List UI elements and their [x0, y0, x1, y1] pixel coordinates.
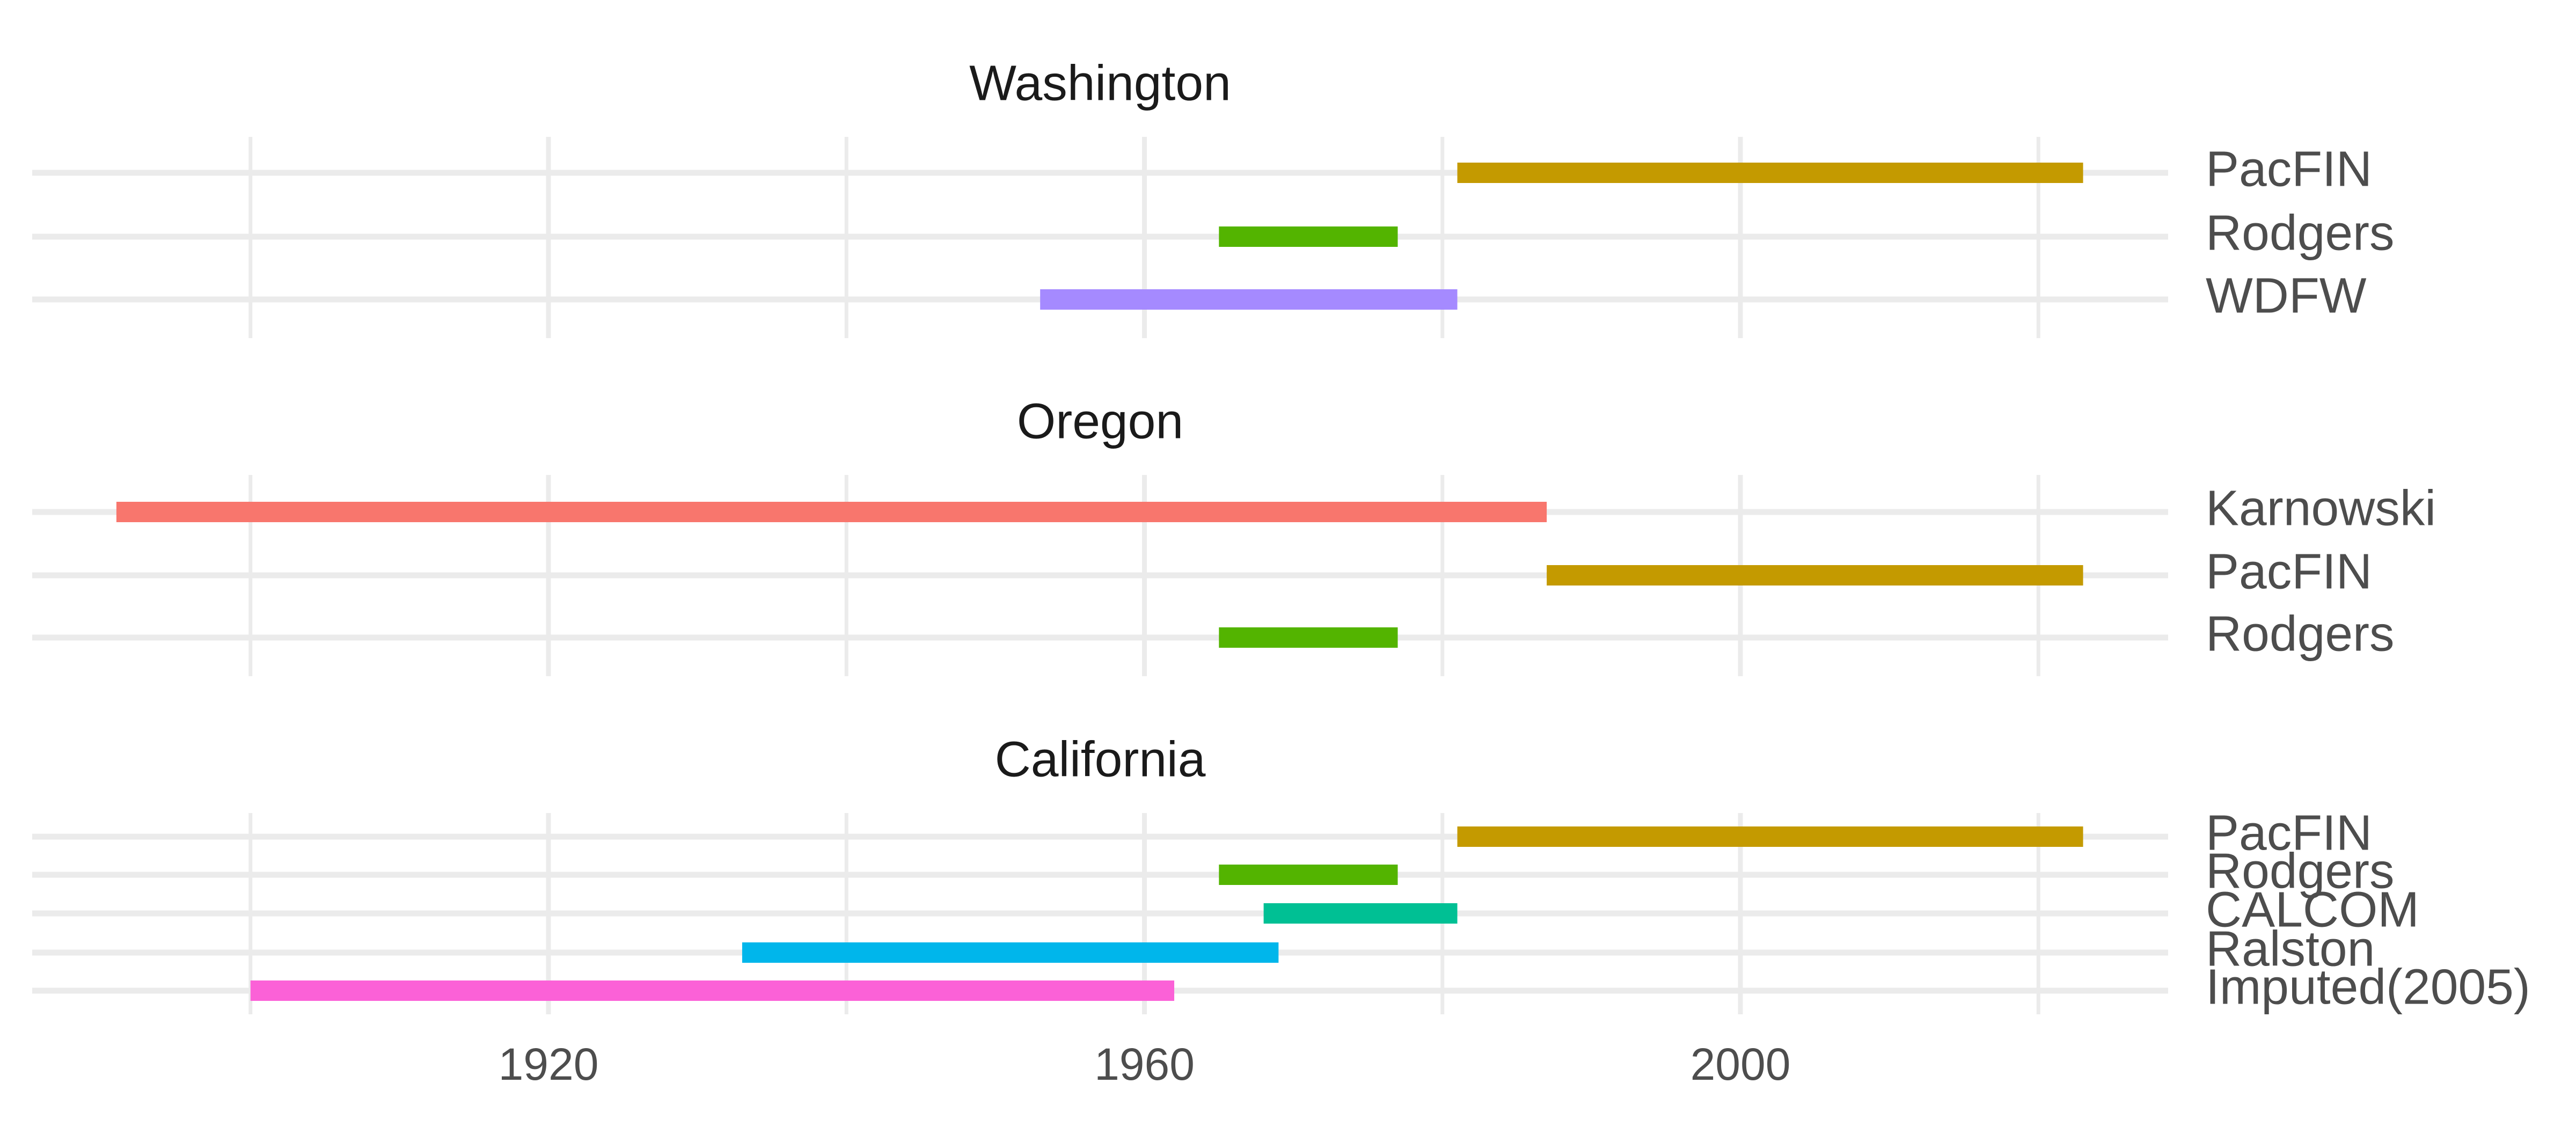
range-bar-imputed-2005-	[250, 980, 1175, 1001]
x-tick-label: 1920	[499, 1039, 599, 1089]
y-tick-label: WDFW	[2206, 268, 2367, 324]
range-bar-calcom	[1263, 903, 1458, 924]
y-tick-label: Ralston	[2206, 921, 2375, 977]
y-tick-label: PacFIN	[2206, 544, 2372, 599]
y-tick-label: PacFIN	[2206, 805, 2372, 861]
range-bar-rodgers	[1219, 627, 1398, 648]
y-tick-label: CALCOM	[2206, 882, 2419, 938]
range-bar-pacfin	[1457, 163, 2083, 183]
range-bar-rodgers	[1219, 226, 1398, 247]
y-tick-label: Rodgers	[2206, 205, 2395, 261]
y-tick-label: Karnowski	[2206, 480, 2436, 536]
range-bar-pacfin	[1547, 565, 2083, 586]
range-bar-wdfw	[1040, 289, 1458, 310]
range-bar-rodgers	[1219, 865, 1398, 885]
x-tick-label: 2000	[1690, 1039, 1791, 1089]
range-bar-ralston	[742, 942, 1279, 963]
y-tick-label: Rodgers	[2206, 606, 2395, 662]
facet-title: California	[995, 731, 1206, 787]
x-tick-label: 1960	[1094, 1039, 1195, 1089]
y-tick-label: Rodgers	[2206, 843, 2395, 899]
y-tick-label: PacFIN	[2206, 141, 2372, 197]
y-tick-label: Imputed(2005)	[2206, 959, 2530, 1015]
facet-title: Washington	[969, 55, 1231, 111]
range-bar-pacfin	[1457, 826, 2083, 847]
facet-title: Oregon	[1017, 393, 1183, 449]
range-bar-karnowski	[116, 502, 1547, 522]
